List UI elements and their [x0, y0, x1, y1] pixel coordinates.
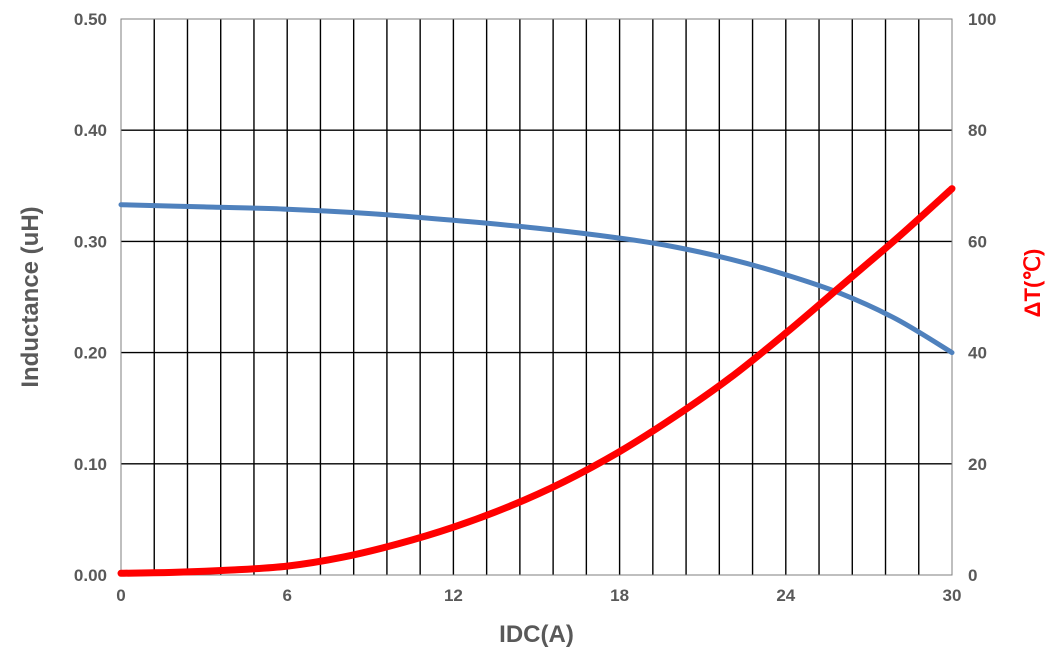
y2-tick-label: 40 — [968, 344, 987, 363]
y2-tick-label: 20 — [968, 455, 987, 474]
y-axis-title: Inductance (uH) — [17, 206, 44, 387]
temperature-rise-line — [117, 185, 956, 577]
tick-labels: 0 6 12 18 24 30 0.00 0.10 0.20 0.30 0.40 0.50 0 20 40 6… — [74, 10, 996, 605]
x-tick-label: 0 — [116, 586, 125, 605]
y-tick-label: 0.10 — [74, 455, 107, 474]
x-tick-label: 24 — [776, 586, 795, 605]
y-tick-label: 0.30 — [74, 232, 107, 251]
series-group — [117, 185, 956, 577]
y-tick-label: 0.40 — [74, 121, 107, 140]
x-tick-label: 12 — [444, 586, 463, 605]
y2-axis-title: ΔT(℃) — [1020, 249, 1045, 318]
y2-tick-label: 0 — [968, 566, 977, 585]
x-axis-title: IDC(A) — [499, 621, 574, 648]
y2-tick-label: 80 — [968, 121, 987, 140]
inductance-line — [118, 202, 955, 356]
x-tick-label: 18 — [610, 586, 629, 605]
y-tick-label: 0.20 — [74, 344, 107, 363]
x-tick-label: 6 — [282, 586, 291, 605]
y2-tick-label: 100 — [968, 10, 996, 29]
y-tick-label: 0.00 — [74, 566, 107, 585]
y2-tick-label: 60 — [968, 232, 987, 251]
y-tick-label: 0.50 — [74, 10, 107, 29]
plot-frame — [120, 18, 953, 576]
grid — [121, 19, 952, 575]
x-tick-label: 30 — [943, 586, 962, 605]
